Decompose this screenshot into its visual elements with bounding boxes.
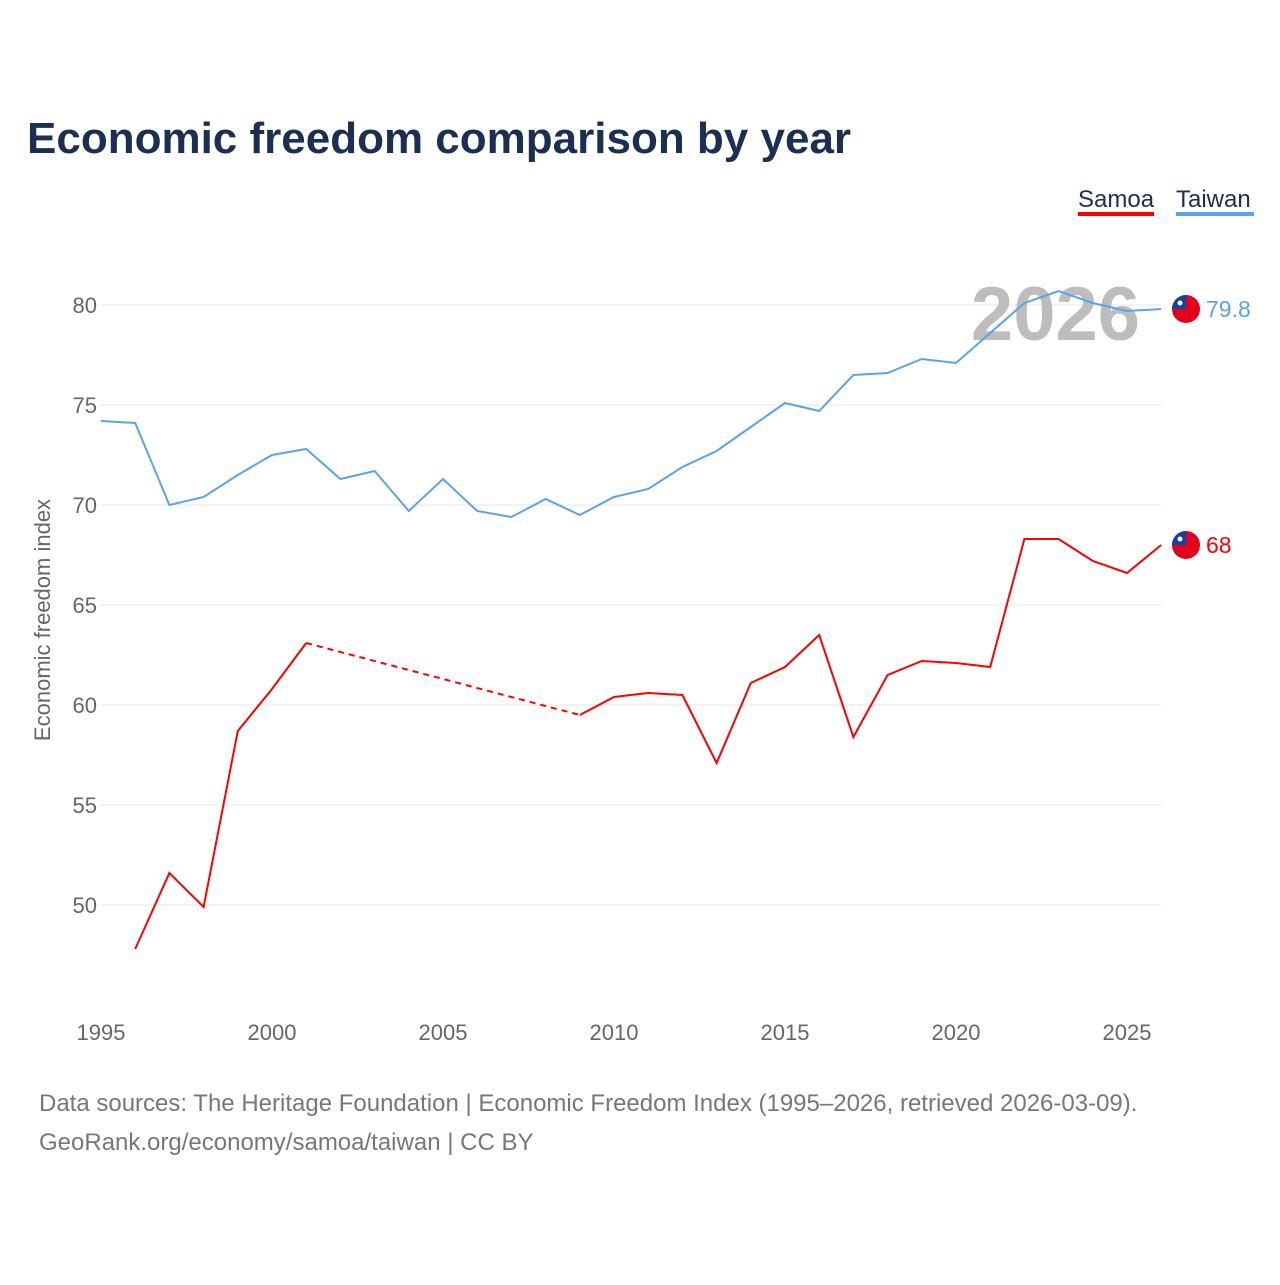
year-watermark: 2026 xyxy=(971,272,1140,357)
samoa-line xyxy=(134,642,308,950)
samoa-end-label: 68 xyxy=(1206,532,1232,558)
legend: Samoa Taiwan xyxy=(1078,186,1254,216)
x-tick-label: 1995 xyxy=(77,1020,126,1045)
chart-title: Economic freedom comparison by year xyxy=(27,114,851,163)
legend-item-samoa[interactable]: Samoa xyxy=(1078,186,1155,213)
taiwan-end-label: 79.8 xyxy=(1206,296,1251,322)
x-tick-label: 2005 xyxy=(419,1020,468,1045)
y-tick-label: 50 xyxy=(73,893,97,918)
samoa-gap-line xyxy=(305,642,581,716)
y-tick-label: 55 xyxy=(73,793,97,818)
footer-sources: Data sources: The Heritage Foundation | … xyxy=(39,1090,1137,1117)
y-tick-label: 70 xyxy=(73,493,97,518)
x-tick-label: 2020 xyxy=(932,1020,981,1045)
legend-swatch xyxy=(1176,212,1254,216)
taiwan-line xyxy=(100,289,1162,519)
taiwan-flag-icon xyxy=(1172,295,1200,323)
y-tick-label: 65 xyxy=(73,593,97,618)
samoa-flag-icon xyxy=(1172,531,1200,559)
samoa-line xyxy=(579,538,1162,766)
y-axis-label: Economic freedom index xyxy=(30,499,55,741)
end-labels: 68 79.8 xyxy=(1172,295,1251,559)
y-tick-label: 75 xyxy=(73,393,97,418)
y-tick-label: 80 xyxy=(73,293,97,318)
legend-swatch xyxy=(1078,212,1154,216)
x-tick-label: 2000 xyxy=(248,1020,297,1045)
x-tick-label: 2015 xyxy=(761,1020,810,1045)
x-tick-label: 2010 xyxy=(590,1020,639,1045)
footer-link[interactable]: GeoRank.org/economy/samoa/taiwan | CC BY xyxy=(39,1129,533,1156)
y-tick-label: 60 xyxy=(73,693,97,718)
grid: 50 55 60 65 70 75 80 1995 2000 2005 2010 2015 2020 20… xyxy=(73,293,1161,1045)
series-lines xyxy=(100,289,1162,950)
legend-item-taiwan[interactable]: Taiwan xyxy=(1176,186,1251,213)
x-tick-label: 2025 xyxy=(1103,1020,1152,1045)
